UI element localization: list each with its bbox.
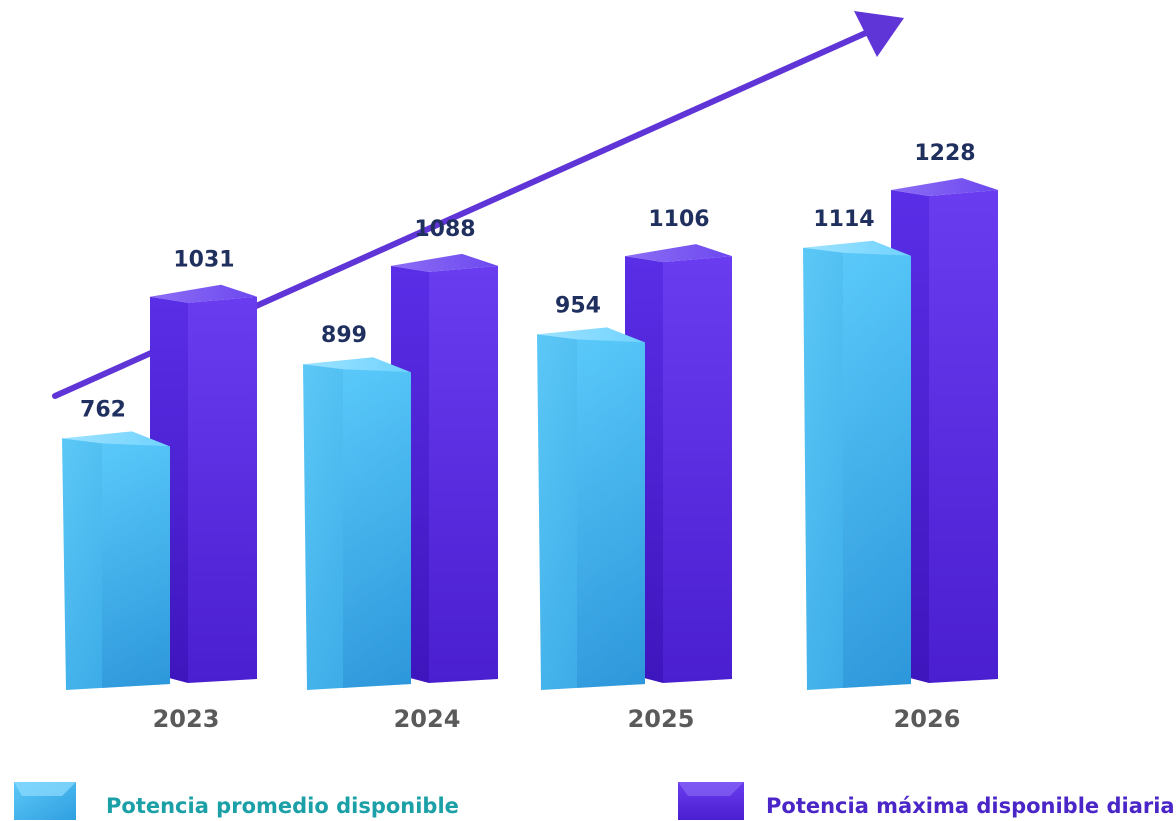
value-label-max-2026: 1228	[914, 141, 975, 166]
legend-item-series-2: Potencia máxima disponible diaria	[678, 782, 1175, 820]
value-label-max-2024: 1088	[414, 217, 475, 242]
bar-max-front-2024	[429, 265, 498, 683]
bar-max-top-2026	[891, 178, 998, 197]
bar-avg-side-2026	[843, 252, 911, 689]
legend: Potencia promedio disponible Potencia má…	[14, 782, 1175, 820]
bar-avg-top-2025	[537, 327, 645, 343]
bar-avg-top-2026	[803, 240, 911, 256]
value-label-max-2025: 1106	[648, 207, 709, 232]
bar-avg-2025	[537, 327, 645, 690]
value-label-avg-2024: 899	[321, 323, 367, 348]
bar-avg-2023	[62, 431, 170, 690]
legend-label-series-1: Potencia promedio disponible	[106, 794, 459, 818]
value-label-avg-2023: 762	[80, 397, 126, 422]
bars	[62, 178, 998, 691]
legend-swatch-series-2-facet	[678, 782, 744, 796]
bar-max-front-2026	[929, 190, 998, 683]
trend-arrow-head	[854, 11, 904, 57]
value-label-max-2023: 1031	[173, 248, 234, 273]
value-label-avg-2026: 1114	[813, 207, 874, 232]
legend-label-series-2: Potencia máxima disponible diaria	[766, 794, 1175, 818]
bar-avg-side-2023	[102, 443, 170, 688]
bar-max-front-2025	[663, 256, 732, 683]
bar-avg-top-2024	[303, 357, 411, 373]
bar-avg-side-2025	[577, 339, 645, 688]
year-label-2025: 2025	[628, 705, 695, 733]
value-label-avg-2025: 954	[555, 293, 601, 318]
year-label-2024: 2024	[394, 705, 461, 733]
bar-max-top-2025	[625, 244, 732, 263]
bar-max-top-2023	[150, 284, 257, 303]
bar-avg-side-2024	[343, 369, 411, 688]
bar-avg-top-2023	[62, 431, 170, 447]
bar-avg-2026	[803, 240, 911, 691]
legend-item-series-1: Potencia promedio disponible	[14, 782, 459, 820]
bar-avg-2024	[303, 357, 411, 690]
bar-max-top-2024	[391, 253, 498, 272]
year-label-2023: 2023	[153, 705, 220, 733]
legend-swatch-series-1-facet	[14, 782, 76, 796]
year-label-2026: 2026	[894, 705, 961, 733]
bar-max-front-2023	[188, 296, 257, 683]
year-labels: 2023 2024 2025 2026	[153, 705, 961, 733]
value-labels: 762 1031 899 1088 954 1106 1114 1228	[80, 141, 976, 422]
